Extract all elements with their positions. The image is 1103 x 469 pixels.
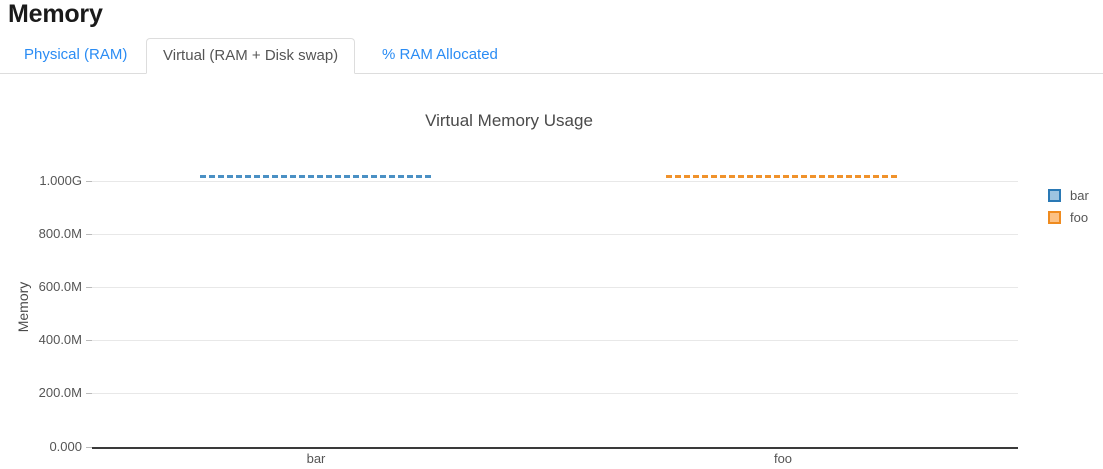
gridline-1g [92, 181, 1018, 182]
ytick-mark-600m [86, 287, 92, 288]
ytick-mark-200m [86, 393, 92, 394]
ytick-label-200m: 200.0M [38, 385, 82, 400]
ytick-label-400m: 400.0M [38, 332, 82, 347]
legend-swatch-icon-bar [1048, 188, 1061, 202]
ytick-label-1g: 1.000G [39, 173, 82, 188]
page-title: Memory [8, 0, 103, 28]
virtual-memory-chart: Virtual Memory Usage Memory 1.000G 800.0… [0, 74, 1103, 469]
chart-legend: bar foo [1048, 184, 1089, 228]
gridline-200m [92, 393, 1018, 394]
ytick-mark-800m [86, 234, 92, 235]
gridline-800m [92, 234, 1018, 235]
legend-item-bar[interactable]: bar [1048, 184, 1089, 206]
legend-label-bar: bar [1070, 187, 1089, 203]
ytick-mark-zero [86, 447, 92, 448]
chart-title: Virtual Memory Usage [425, 111, 593, 130]
ytick-mark-1g [86, 181, 92, 182]
series-bar-value[interactable] [200, 175, 432, 178]
ytick-label-zero: 0.000 [49, 439, 82, 454]
legend-item-foo[interactable]: foo [1048, 206, 1089, 228]
tab-virtual-ram-disk-swap[interactable]: Virtual (RAM + Disk swap) [146, 38, 356, 74]
xtick-label-foo: foo [773, 451, 793, 466]
ytick-mark-400m [86, 340, 92, 341]
legend-swatch-icon-foo [1048, 210, 1061, 224]
x-axis-line [92, 447, 1018, 449]
ytick-label-600m: 600.0M [38, 279, 82, 294]
tab-strip: Physical (RAM) Virtual (RAM + Disk swap)… [0, 38, 1103, 74]
series-foo-value[interactable] [666, 175, 898, 178]
tab-physical-ram[interactable]: Physical (RAM) [24, 46, 128, 63]
gridline-400m [92, 340, 1018, 341]
xtick-label-bar: bar [306, 451, 326, 466]
gridline-600m [92, 287, 1018, 288]
legend-label-foo: foo [1070, 209, 1089, 225]
tab-percent-ram-allocated[interactable]: % RAM Allocated [382, 46, 498, 63]
ytick-label-800m: 800.0M [38, 226, 82, 241]
